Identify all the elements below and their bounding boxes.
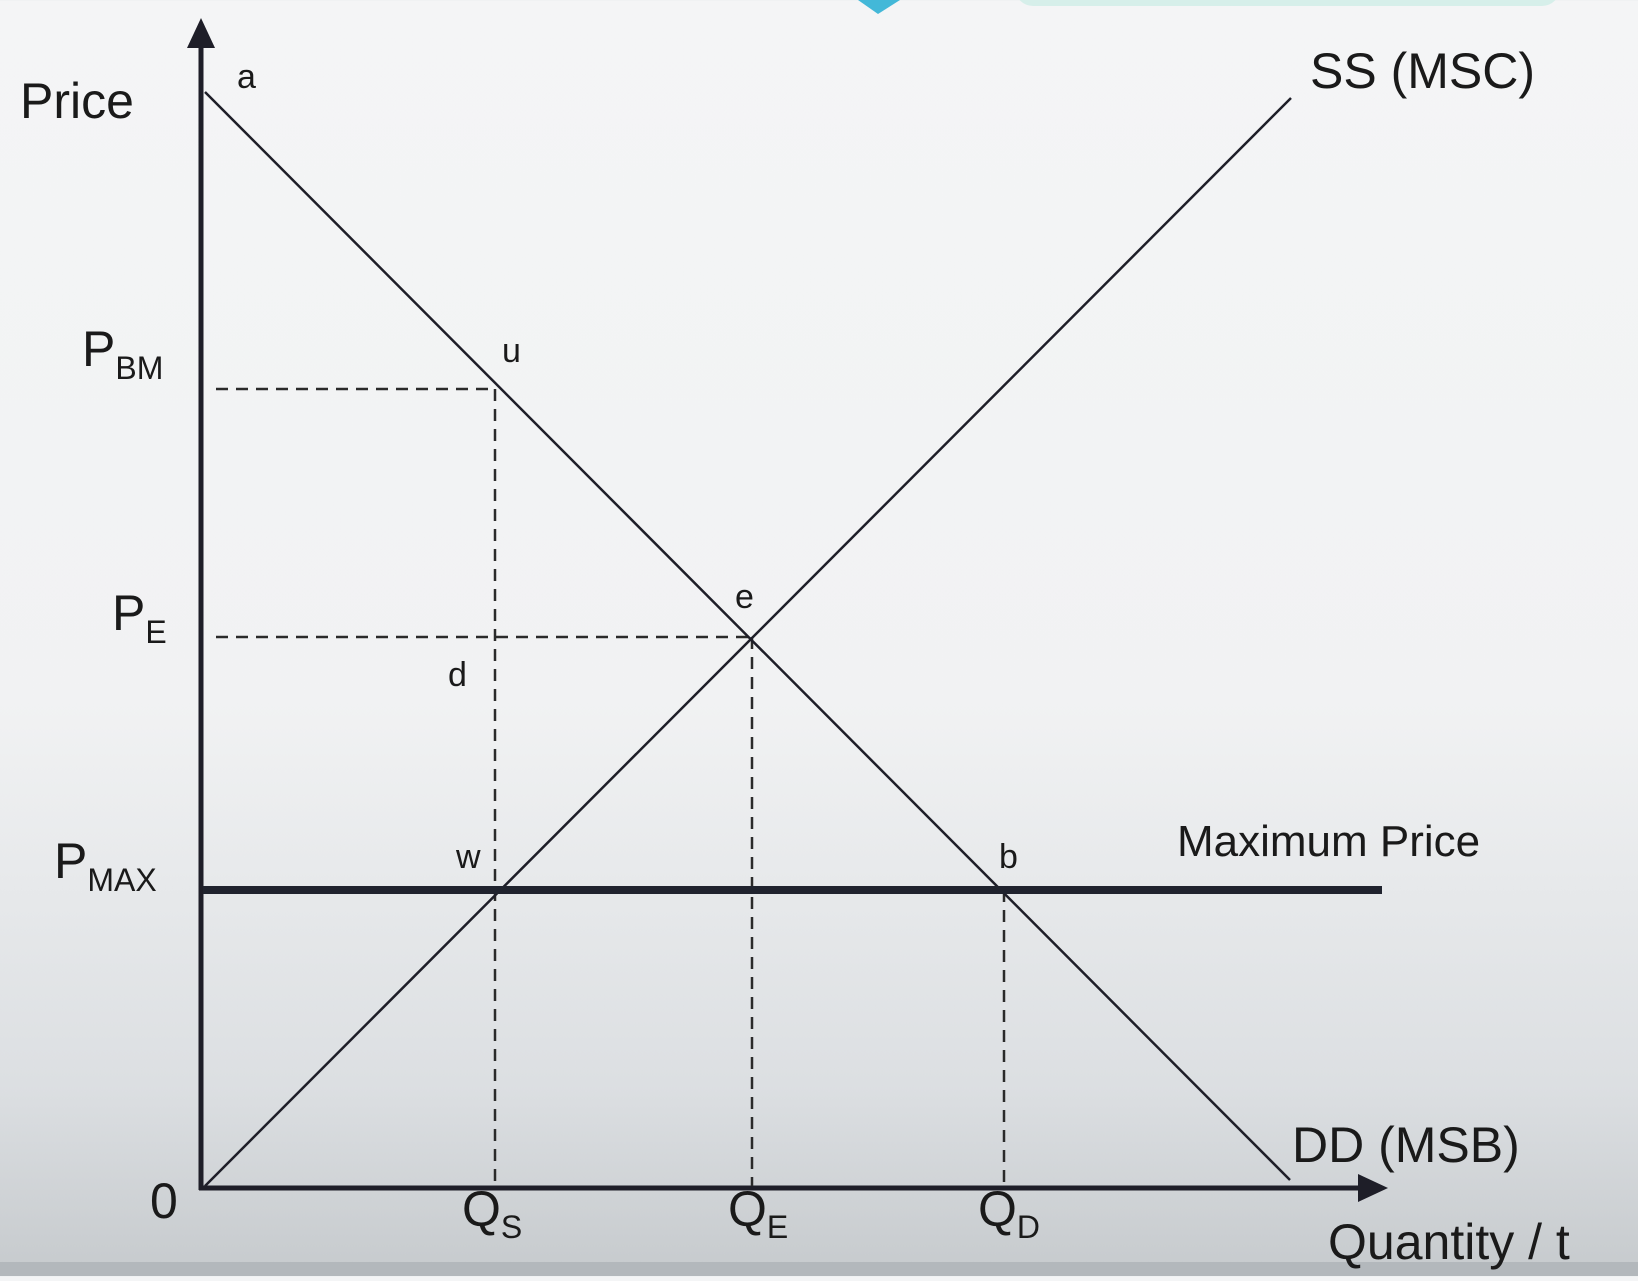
- supply-curve: [204, 97, 1292, 1187]
- p-e-main: P: [112, 585, 145, 641]
- p-bm-main: P: [82, 321, 115, 377]
- bottom-strip: [0, 1262, 1638, 1276]
- accent-shape: [858, 0, 900, 14]
- point-w-label: w: [455, 838, 481, 876]
- maximum-price-label: Maximum Price: [1177, 817, 1480, 866]
- demand-curve: [204, 91, 1291, 1181]
- p-max-label: PMAX: [54, 833, 157, 898]
- p-bm-label: PBM: [82, 321, 163, 386]
- point-d-label: d: [448, 656, 467, 694]
- x-axis-label: Quantity / t: [1328, 1214, 1570, 1270]
- p-bm-sub: BM: [115, 350, 163, 386]
- y-axis-label: Price: [20, 73, 134, 129]
- p-e-sub: E: [145, 614, 166, 650]
- supply-curve-label: SS (MSC): [1310, 43, 1535, 99]
- point-a-label: a: [237, 58, 256, 96]
- origin-label: 0: [150, 1173, 178, 1229]
- q-e-main: Q: [728, 1181, 767, 1237]
- p-e-label: PE: [112, 585, 167, 650]
- q-s-sub: S: [501, 1209, 522, 1245]
- demand-curve-label: DD (MSB): [1292, 1117, 1520, 1173]
- q-d-label: QD: [978, 1181, 1040, 1245]
- q-e-sub: E: [767, 1209, 788, 1245]
- q-d-main: Q: [978, 1181, 1017, 1237]
- accent-pill: [1019, 0, 1556, 6]
- y-axis-arrow: [187, 18, 215, 48]
- q-s-label: QS: [462, 1181, 522, 1245]
- point-u-label: u: [502, 332, 521, 370]
- p-max-main: P: [54, 833, 87, 889]
- q-e-label: QE: [728, 1181, 788, 1245]
- point-e-label: e: [735, 578, 754, 616]
- q-d-sub: D: [1017, 1209, 1040, 1245]
- point-b-label: b: [999, 838, 1018, 876]
- q-s-main: Q: [462, 1181, 501, 1237]
- x-axis-arrow: [1358, 1174, 1388, 1202]
- p-max-sub: MAX: [87, 862, 156, 898]
